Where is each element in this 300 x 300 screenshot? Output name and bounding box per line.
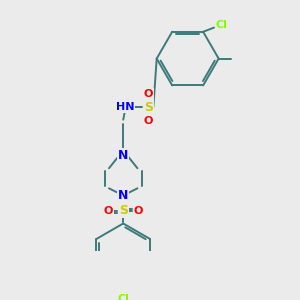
- Text: Cl: Cl: [117, 294, 129, 300]
- Text: N: N: [118, 149, 128, 162]
- Text: N: N: [118, 189, 128, 203]
- Text: HN: HN: [116, 102, 134, 112]
- Text: O: O: [134, 206, 143, 216]
- Text: S: S: [119, 204, 128, 218]
- Text: S: S: [144, 100, 153, 114]
- Text: Cl: Cl: [216, 20, 227, 30]
- Text: O: O: [103, 206, 113, 216]
- Text: O: O: [144, 116, 153, 125]
- Text: O: O: [144, 89, 153, 99]
